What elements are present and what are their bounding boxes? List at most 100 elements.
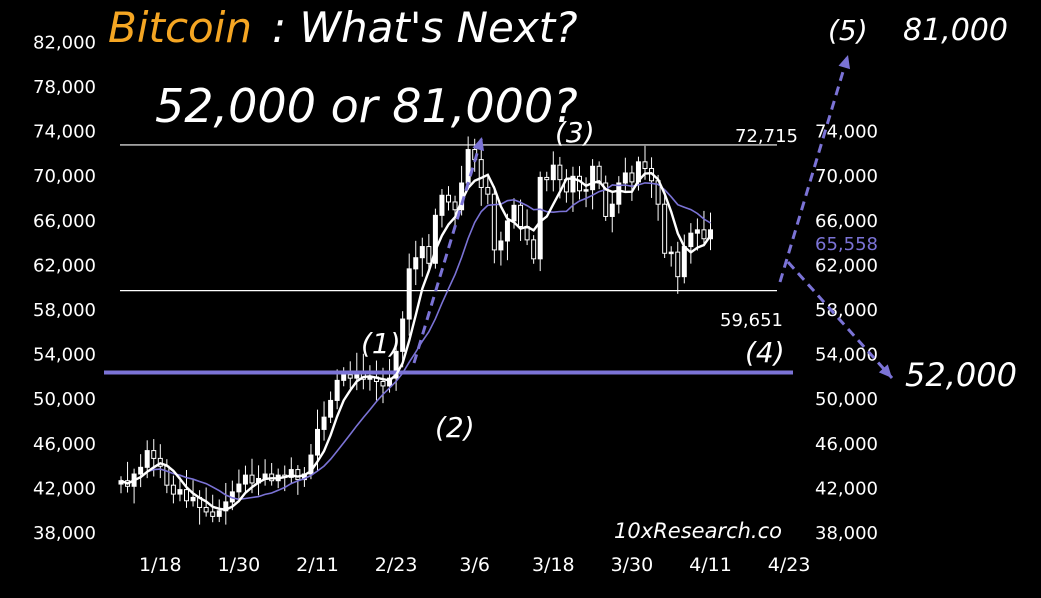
arrow-target-81000	[778, 54, 850, 283]
y-tick-label: 62,000	[33, 255, 96, 276]
slow-moving-average-line	[120, 182, 711, 501]
candle-body	[347, 374, 353, 379]
y-tick-label-right: 66,000	[815, 211, 878, 232]
candle-body	[393, 350, 399, 379]
y-tick-label: 74,000	[33, 122, 96, 143]
fast-moving-average-line	[120, 171, 712, 511]
candle-body	[308, 454, 314, 475]
candle-body	[144, 450, 150, 468]
wave-label: (5)	[828, 14, 868, 47]
candle-body	[675, 251, 681, 278]
candle-body	[688, 232, 694, 248]
candle-body	[642, 161, 648, 170]
candle-body	[557, 164, 563, 181]
y-tick-label-right: 42,000	[815, 478, 878, 499]
y-tick-label-right: 54,000	[815, 345, 878, 366]
y-tick-label-right: 74,000	[815, 122, 878, 143]
candle-body	[400, 318, 406, 352]
candle-body	[465, 149, 471, 184]
wave-label: (4)	[745, 336, 785, 369]
target-label-52000: 52,000	[905, 356, 1017, 394]
y-tick-label: 82,000	[33, 32, 96, 53]
y-tick-label: 66,000	[33, 211, 96, 232]
target-label-81000: 81,000	[903, 13, 1008, 48]
candle-body	[387, 377, 393, 387]
candle-body	[426, 246, 432, 264]
arrow-wave-3-head	[472, 137, 484, 152]
wave-label: (3)	[555, 116, 595, 149]
candle-body	[380, 380, 386, 387]
candle-body	[485, 186, 491, 195]
candle-body	[511, 204, 517, 222]
candle-body	[446, 194, 451, 203]
y-tick-label-right: 58,000	[815, 300, 878, 321]
wave-label: (1)	[361, 327, 401, 360]
candle-body	[203, 506, 209, 513]
candle-body	[439, 194, 445, 216]
x-tick-label: 1/18	[139, 554, 182, 576]
x-tick-label: 4/11	[689, 554, 732, 576]
candle-body	[249, 474, 255, 484]
chart-title-highlight: Bitcoin	[108, 3, 252, 52]
candle-body	[570, 175, 576, 193]
candle-body	[478, 159, 484, 188]
arrow-target-81000-head	[838, 55, 851, 70]
y-tick-label: 50,000	[33, 389, 96, 410]
candle-body	[662, 203, 668, 254]
candle-body	[701, 229, 707, 240]
candle-body	[341, 374, 347, 381]
x-tick-label: 3/6	[459, 554, 490, 576]
candle-body	[452, 201, 458, 211]
y-tick-label-right: 46,000	[815, 434, 878, 455]
x-tick-label: 1/30	[218, 554, 261, 576]
range-high-label: 72,715	[735, 126, 798, 147]
y-tick-label: 70,000	[33, 166, 96, 187]
x-tick-label: 4/23	[768, 554, 811, 576]
arrow-target-52000-head	[878, 364, 892, 378]
candle-body	[190, 496, 196, 502]
candle-body	[406, 268, 412, 320]
y-tick-label: 46,000	[33, 434, 96, 455]
candle-body	[413, 257, 419, 270]
candle-body	[531, 239, 537, 260]
candle-body	[544, 176, 550, 181]
moving-average-value-label: 65,558	[815, 234, 878, 255]
y-tick-label-right: 70,000	[815, 166, 878, 187]
x-tick-label: 3/30	[611, 554, 654, 576]
watermark: 10xResearch.co	[614, 519, 782, 543]
x-tick-label: 3/18	[532, 554, 575, 576]
candle-body	[603, 182, 609, 217]
y-tick-label: 38,000	[33, 523, 96, 544]
candle-body	[681, 246, 687, 278]
chart-subtitle: 52,000 or 81,000?	[155, 79, 578, 133]
candle-body	[170, 484, 176, 495]
candle-body	[537, 176, 543, 260]
candle-body	[622, 172, 628, 184]
candle-body	[295, 469, 301, 481]
candle-body	[216, 510, 222, 517]
candle-body	[491, 193, 497, 251]
candle-body	[668, 251, 674, 255]
y-tick-label-right: 38,000	[815, 523, 878, 544]
arrow-target-52000	[786, 260, 894, 380]
candle-body	[177, 489, 183, 495]
candle-body	[138, 466, 144, 475]
wave-label: (2)	[435, 411, 475, 444]
y-tick-label: 42,000	[33, 478, 96, 499]
arrow-wave-3	[412, 136, 484, 364]
candle-body	[315, 428, 320, 456]
candle-body	[708, 229, 713, 240]
candle-body	[577, 175, 582, 192]
candle-body	[242, 474, 248, 485]
candle-body	[151, 450, 157, 459]
candle-body	[616, 182, 622, 205]
candle-body	[164, 465, 170, 486]
candle-body	[328, 399, 334, 418]
candle-body	[518, 204, 524, 227]
candle-body	[629, 172, 635, 183]
candle-body	[321, 416, 327, 430]
candle-body	[432, 214, 438, 264]
candle-body	[550, 164, 556, 181]
candle-body	[694, 229, 700, 234]
